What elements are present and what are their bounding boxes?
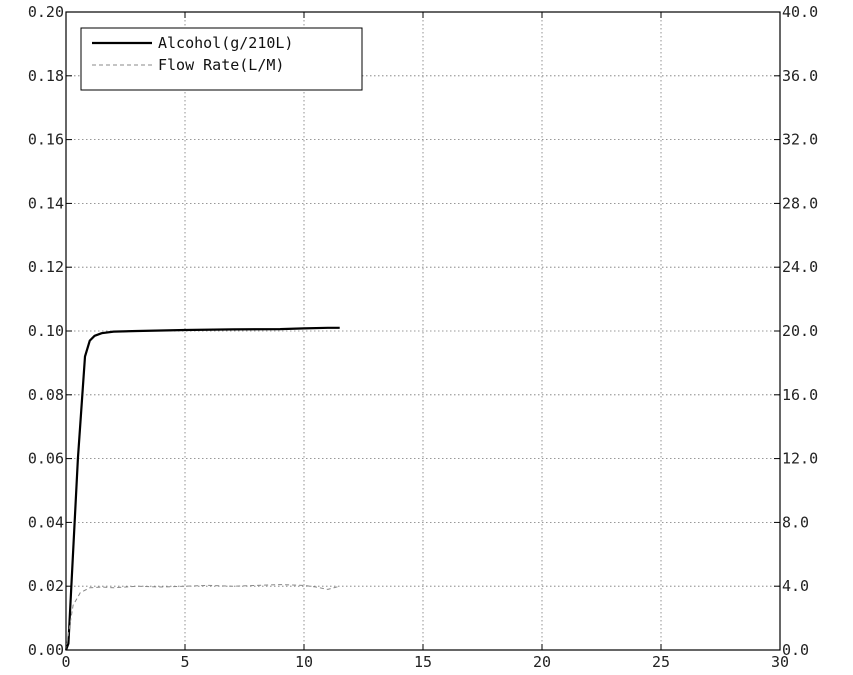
- y-left-tick-label: 0.12: [28, 258, 64, 276]
- y-axis-left-ticks: 0.00 0.02 0.04 0.06 0.08 0.10 0.12 0.14 0.16 0.18…: [28, 3, 72, 659]
- y-left-tick-label: 0.18: [28, 67, 64, 85]
- y-right-tick-label: 28.0: [782, 194, 818, 212]
- grid: [66, 12, 780, 650]
- plot-frame: [65, 11, 781, 651]
- legend-label-flow-rate: Flow Rate(L/M): [158, 56, 284, 74]
- x-tick-label: 5: [180, 653, 189, 671]
- y-right-tick-label: 24.0: [782, 258, 818, 276]
- x-axis-ticks: 0 5 10 15 20 25 30: [61, 12, 789, 671]
- x-tick-label: 10: [295, 653, 313, 671]
- y-left-tick-label: 0.06: [28, 450, 64, 468]
- y-right-tick-label: 8.0: [782, 513, 809, 531]
- y-left-tick-label: 0.08: [28, 386, 64, 404]
- x-tick-label: 20: [533, 653, 551, 671]
- y-left-tick-label: 0.00: [28, 641, 64, 659]
- y-right-tick-label: 40.0: [782, 3, 818, 21]
- y-right-tick-label: 32.0: [782, 131, 818, 149]
- y-left-tick-label: 0.04: [28, 513, 64, 531]
- x-tick-label: 0: [61, 653, 70, 671]
- y-left-tick-label: 0.14: [28, 194, 64, 212]
- y-axis-right-ticks: 0.0 4.0 8.0 12.0 16.0 20.0 24.0 28.0 32.0 36.0 40.…: [774, 3, 818, 659]
- series-line-alcohol: [64, 326, 340, 651]
- x-tick-label: 25: [652, 653, 670, 671]
- y-left-tick-label: 0.02: [28, 577, 64, 595]
- y-right-tick-label: 20.0: [782, 322, 818, 340]
- y-left-tick-label: 0.16: [28, 131, 64, 149]
- y-right-tick-label: 12.0: [782, 450, 818, 468]
- y-right-tick-label: 4.0: [782, 577, 809, 595]
- legend-label-alcohol: Alcohol(g/210L): [158, 34, 293, 52]
- y-right-tick-label: 0.0: [782, 641, 809, 659]
- x-tick-label: 30: [771, 653, 789, 671]
- y-right-tick-label: 16.0: [782, 386, 818, 404]
- legend-box: [80, 27, 363, 91]
- series-line-flow-rate: [65, 584, 340, 651]
- series-group: [64, 326, 340, 651]
- y-left-tick-label: 0.20: [28, 3, 64, 21]
- y-right-tick-label: 36.0: [782, 67, 818, 85]
- legend: Alcohol(g/210L) Flow Rate(L/M): [80, 27, 363, 91]
- x-tick-label: 15: [414, 653, 432, 671]
- y-left-tick-label: 0.10: [28, 322, 64, 340]
